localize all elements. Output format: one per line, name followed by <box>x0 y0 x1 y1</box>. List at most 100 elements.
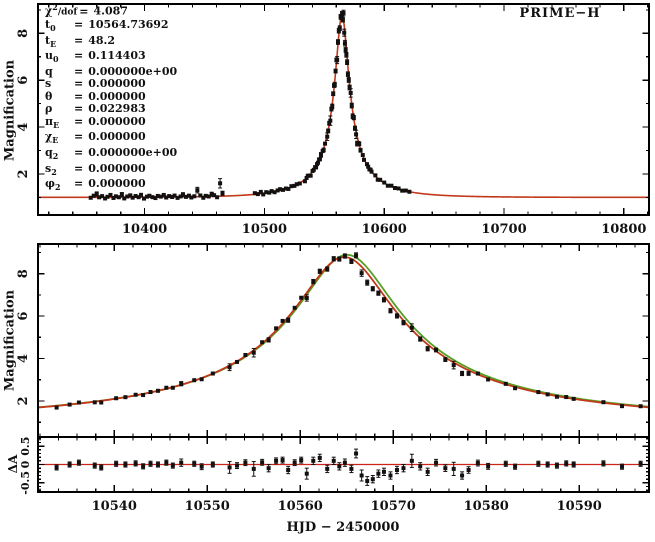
data-point <box>335 58 340 63</box>
data-point <box>302 179 307 184</box>
data-point <box>349 103 354 108</box>
tick-label: 4 <box>16 123 31 132</box>
residual-point <box>554 463 559 468</box>
residual-point <box>370 477 375 482</box>
residual-point <box>251 466 256 471</box>
data-point <box>314 165 319 170</box>
residual-point <box>317 455 322 460</box>
data-point <box>326 128 331 133</box>
data-point <box>346 77 351 82</box>
data-point <box>373 173 378 178</box>
data-point <box>274 326 279 331</box>
data-point <box>332 82 337 87</box>
zoom-panel-frame <box>37 243 650 438</box>
data-point <box>178 194 183 199</box>
data-point <box>564 395 569 400</box>
data-point <box>103 196 108 201</box>
data-point <box>418 337 423 342</box>
data-point <box>328 118 333 123</box>
data-point <box>215 195 220 200</box>
data-point <box>381 297 386 302</box>
data-point <box>349 259 354 264</box>
residual-point <box>199 464 204 469</box>
data-point <box>161 192 166 197</box>
data-point <box>385 183 390 188</box>
data-point <box>179 381 184 386</box>
data-point <box>333 69 338 74</box>
data-point <box>212 193 217 198</box>
data-point <box>366 164 371 169</box>
data-point <box>317 157 322 162</box>
data-point <box>571 396 576 401</box>
residual-point <box>359 473 364 478</box>
residual-point <box>486 464 491 469</box>
data-point <box>210 371 215 376</box>
residual-point <box>545 462 550 467</box>
data-point <box>475 371 480 376</box>
data-point <box>158 194 163 199</box>
data-point <box>311 167 316 172</box>
tick-label: 10800 <box>601 222 646 237</box>
data-point <box>513 386 518 391</box>
data-point <box>342 30 347 35</box>
residual-point <box>311 458 316 463</box>
data-point <box>113 194 118 199</box>
residual-point <box>451 466 456 471</box>
data-point <box>258 189 263 194</box>
data-point <box>164 195 169 200</box>
data-point <box>116 195 121 200</box>
residual-point <box>434 460 439 465</box>
model-curve <box>37 253 649 409</box>
data-point <box>361 157 366 162</box>
data-point <box>264 190 269 195</box>
data-point <box>209 192 214 197</box>
data-point <box>325 134 330 139</box>
residual-point <box>349 466 354 471</box>
data-point <box>280 187 285 192</box>
data-point <box>201 195 206 200</box>
data-point <box>347 85 352 90</box>
residual-point <box>141 464 146 469</box>
data-point <box>183 194 188 199</box>
residual-point <box>133 461 138 466</box>
data-point <box>308 173 313 178</box>
data-point <box>125 194 130 199</box>
residual-point <box>401 466 406 471</box>
data-point <box>388 308 393 313</box>
data-point <box>175 195 180 200</box>
data-point <box>147 193 152 198</box>
data-point <box>142 196 147 201</box>
data-point <box>403 188 408 193</box>
data-point <box>153 196 158 201</box>
data-point <box>206 194 211 199</box>
data-point <box>198 193 203 198</box>
data-point <box>393 186 398 191</box>
data-point <box>503 381 508 386</box>
data-point <box>545 392 550 397</box>
data-point <box>105 194 110 199</box>
data-point <box>172 193 177 198</box>
residual-point <box>460 473 465 478</box>
residual-point <box>280 458 285 463</box>
residual-point <box>337 464 342 469</box>
residual-point <box>354 451 359 456</box>
data-point <box>344 52 349 57</box>
data-point <box>252 191 257 196</box>
data-point <box>369 169 374 174</box>
data-point <box>88 195 93 200</box>
data-point <box>91 193 96 198</box>
data-point <box>122 196 127 201</box>
data-point <box>335 40 340 45</box>
data-point <box>342 41 347 46</box>
data-point <box>128 193 133 198</box>
residual-point <box>466 468 471 472</box>
data-point <box>400 188 405 193</box>
data-point <box>292 183 297 188</box>
data-point <box>283 186 288 191</box>
data-point <box>67 402 72 407</box>
residual-point <box>54 465 59 470</box>
data-point <box>141 393 146 398</box>
residual-point <box>260 460 265 465</box>
data-point <box>425 346 430 351</box>
